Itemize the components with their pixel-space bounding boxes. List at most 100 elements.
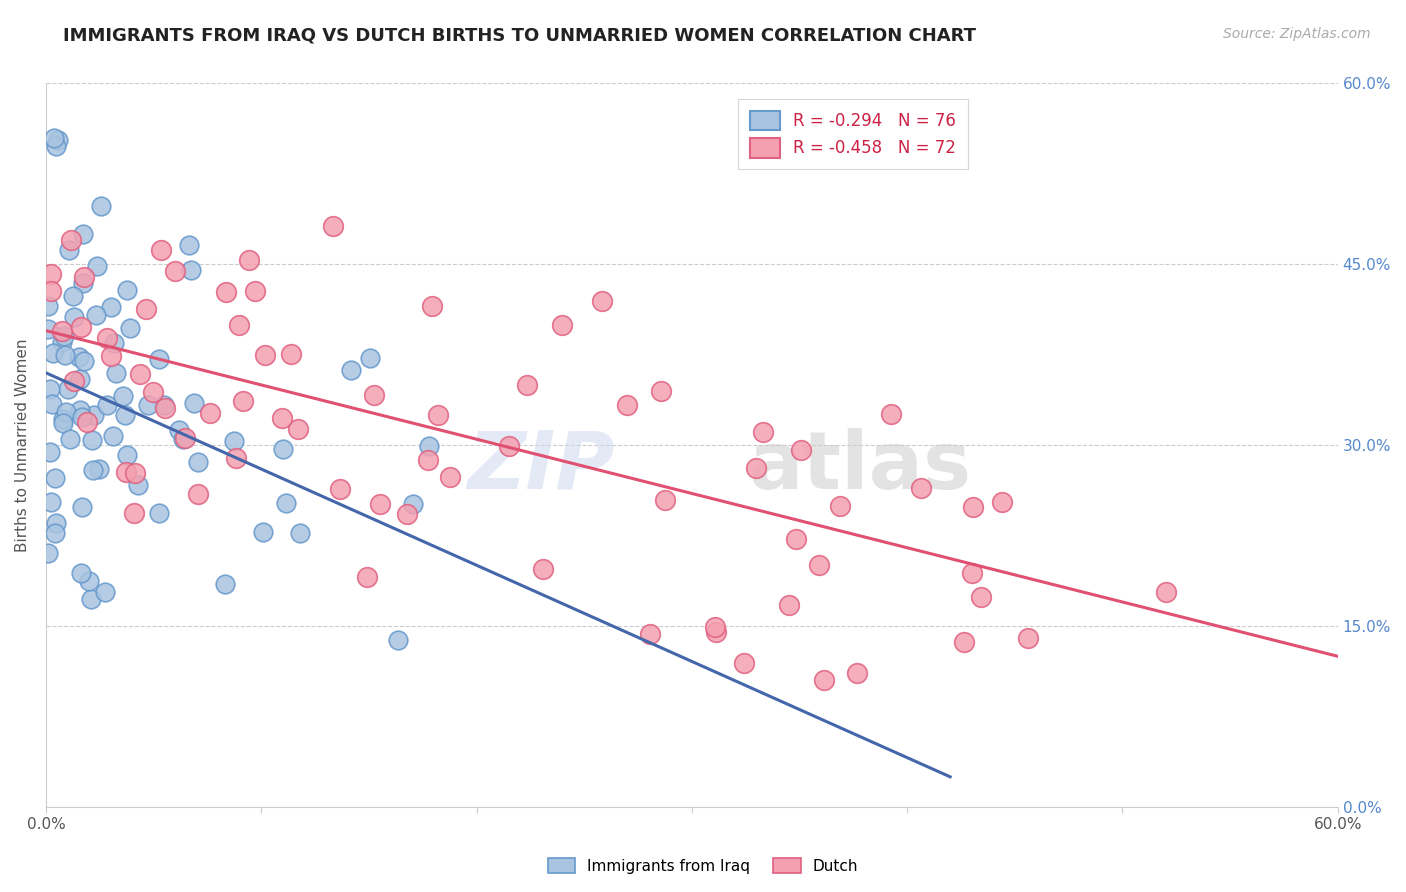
Point [52,416,75,430]
Point [39,495,62,509]
Point [62,289,84,303]
Point [39,267,62,281]
Point [129,367,152,381]
Point [654,492,676,507]
Point [163,263,186,277]
Point [101,429,124,443]
Point [498,439,520,453]
Point [96,331,118,345]
Point [638,626,661,640]
Point [215,285,238,300]
Point [100,300,122,314]
Point [70,566,93,580]
Point [76,415,98,429]
Point [402,497,425,511]
Point [58,243,80,257]
Point [173,431,195,445]
Text: IMMIGRANTS FROM IRAQ VS DUTCH BIRTHS TO UNMARRIED WOMEN CORRELATION CHART: IMMIGRANTS FROM IRAQ VS DUTCH BIRTHS TO … [63,27,976,45]
Point [910,481,932,495]
Point [359,351,381,366]
Point [122,506,145,520]
Point [177,238,200,252]
Point [148,506,170,520]
Point [55,405,77,419]
Point [60,233,83,247]
Point [733,656,755,670]
Point [828,500,851,514]
Y-axis label: Births to Unmarried Women: Births to Unmarried Women [15,338,30,552]
Point [790,443,813,458]
Point [41,397,63,411]
Point [51,335,73,350]
Point [153,398,176,412]
Point [52,412,75,426]
Point [67,350,90,364]
Point [69,372,91,386]
Point [879,407,901,421]
Point [228,318,250,332]
Point [422,299,444,313]
Point [252,524,274,539]
Point [37,299,59,313]
Point [395,507,418,521]
Point [141,384,163,399]
Point [290,526,312,541]
Point [970,591,993,605]
Point [531,561,554,575]
Point [214,577,236,591]
Point [44,525,66,540]
Point [86,260,108,274]
Point [363,388,385,402]
Point [785,532,807,546]
Point [45,138,67,153]
Point [72,227,94,241]
Point [37,546,59,560]
Point [90,199,112,213]
Point [368,497,391,511]
Point [135,301,157,316]
Point [69,402,91,417]
Point [650,384,672,398]
Point [80,433,103,447]
Point [846,665,869,680]
Point [253,348,276,362]
Point [62,374,84,388]
Point [183,396,205,410]
Point [124,466,146,480]
Point [79,574,101,588]
Point [329,482,352,496]
Point [280,347,302,361]
Point [73,269,96,284]
Point [39,284,62,298]
Point [115,448,138,462]
Point [37,322,59,336]
Text: atlas: atlas [748,428,972,506]
Point [515,378,537,392]
Point [426,409,449,423]
Point [198,406,221,420]
Point [53,328,76,343]
Point [339,363,361,377]
Point [591,293,613,308]
Point [83,408,105,422]
Point [39,445,62,459]
Point [70,320,93,334]
Point [44,470,66,484]
Point [273,442,295,456]
Point [813,673,835,687]
Point [225,450,247,465]
Point [148,352,170,367]
Point [149,243,172,257]
Point [169,423,191,437]
Point [418,453,440,467]
Point [70,409,93,424]
Point [114,466,136,480]
Point [117,283,139,297]
Point [45,516,67,530]
Point [418,439,440,453]
Point [51,325,73,339]
Legend: R = -0.294   N = 76, R = -0.458   N = 72: R = -0.294 N = 76, R = -0.458 N = 72 [738,99,967,169]
Point [238,253,260,268]
Point [72,276,94,290]
Point [752,425,775,440]
